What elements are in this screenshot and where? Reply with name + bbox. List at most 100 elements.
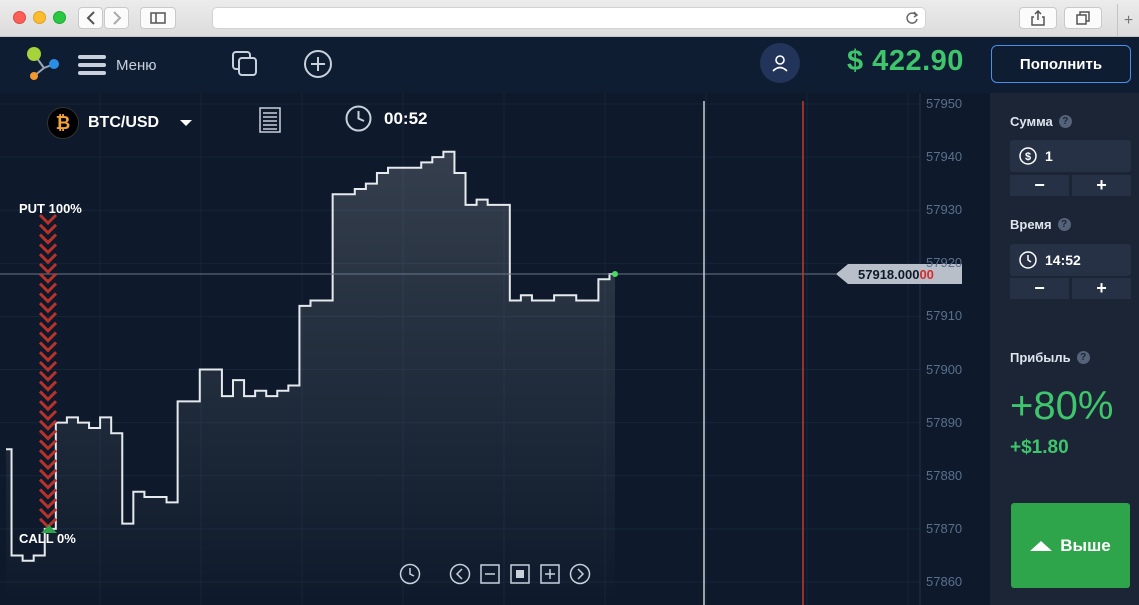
reset-zoom-button[interactable] [509, 563, 531, 585]
time-value: 14:52 [1045, 252, 1081, 268]
new-tab-icon: + [1123, 11, 1134, 29]
profit-amount: +$1.80 [1010, 437, 1069, 458]
minimize-window-button[interactable] [33, 11, 46, 24]
sentiment-chevron [38, 478, 58, 490]
clock-icon [1019, 251, 1037, 269]
user-avatar[interactable] [760, 43, 800, 83]
hamburger-icon [78, 55, 106, 75]
sentiment-chevron [38, 302, 58, 314]
share-button[interactable] [1019, 7, 1057, 29]
y-axis-tick-label: 57920 [926, 255, 963, 271]
sentiment-chevron [38, 272, 58, 284]
y-axis-tick-label: 57950 [926, 96, 963, 111]
trade-panel: Сумма ? $ 1 − + Время ? 14:52 − + Прибыл… [990, 93, 1139, 605]
expiry-timer: 00:52 [345, 105, 427, 132]
forward-button[interactable] [104, 7, 129, 29]
sentiment-chevron [38, 321, 58, 333]
sentiment-chevron [38, 458, 58, 471]
help-icon[interactable]: ? [1058, 115, 1072, 128]
sentiment-chevron [38, 507, 58, 520]
put-percentage: PUT 100% [19, 201, 82, 216]
sentiment-chevron [38, 419, 58, 431]
amount-increase-button[interactable]: + [1072, 175, 1131, 196]
sentiment-chevron [38, 253, 58, 265]
sidebar-icon [150, 12, 166, 24]
zoom-in-button[interactable] [539, 563, 561, 585]
minus-icon [480, 564, 500, 584]
sentiment-chevron [38, 449, 58, 461]
zoom-window-button[interactable] [53, 11, 66, 24]
current-price-value: 57918.000 [858, 267, 920, 282]
app-header: Меню $ 422.90 Пополнить [0, 37, 1139, 93]
amount-decrease-button[interactable]: − [1010, 175, 1069, 196]
document-icon[interactable] [259, 107, 281, 133]
sentiment-chevron [38, 439, 58, 451]
time-input[interactable]: 14:52 [1010, 244, 1131, 276]
account-balance: $ 422.90 [847, 45, 964, 77]
profit-percent: +80% [1010, 384, 1114, 428]
profit-label-row: Прибыль ? [1010, 350, 1090, 365]
current-price-dot [612, 270, 618, 277]
zoom-out-button[interactable] [479, 563, 501, 585]
y-axis-tick-label: 57930 [926, 202, 963, 218]
menu-button[interactable]: Меню [78, 53, 157, 77]
copy-trades-icon[interactable] [230, 49, 260, 79]
address-bar[interactable] [212, 7, 926, 29]
current-price-tag: 57918.00000 [836, 264, 962, 284]
sentiment-chevron [38, 331, 58, 343]
sentiment-chevron [38, 429, 58, 441]
call-percentage: CALL 0% [19, 531, 76, 546]
help-icon[interactable]: ? [1076, 351, 1090, 364]
time-increase-button[interactable]: + [1072, 278, 1131, 299]
asset-name: BTC/USD [88, 114, 160, 131]
sentiment-chevron [38, 282, 58, 294]
sentiment-chevron [38, 223, 58, 235]
y-axis-tick-label: 57880 [926, 467, 963, 483]
y-axis-tick-label: 57860 [926, 574, 963, 589]
sidebar-toggle-button[interactable] [140, 7, 176, 29]
back-button[interactable] [78, 7, 103, 29]
amount-input[interactable]: $ 1 [1010, 140, 1131, 172]
profit-label: Прибыль [1010, 350, 1071, 365]
back-icon [86, 11, 95, 25]
sentiment-chevron [38, 243, 58, 255]
higher-button[interactable]: Выше [1011, 503, 1130, 588]
close-window-button[interactable] [13, 11, 26, 24]
dollar-icon: $ [1019, 147, 1037, 165]
y-axis-tick-label: 57940 [926, 149, 963, 165]
scroll-left-button[interactable] [449, 563, 471, 585]
new-tab-button[interactable]: + [1117, 4, 1139, 37]
sentiment-chevron [38, 380, 58, 392]
browser-toolbar: + [0, 0, 1139, 37]
amount-label: Сумма [1010, 114, 1053, 129]
share-icon [1031, 10, 1045, 26]
timer-value: 00:52 [384, 108, 428, 128]
history-button[interactable] [399, 563, 421, 585]
time-decrease-button[interactable]: − [1010, 278, 1069, 299]
reload-icon[interactable] [905, 11, 919, 25]
price-line [6, 150, 615, 562]
tabs-button[interactable] [1064, 7, 1102, 29]
add-chart-icon[interactable] [303, 49, 333, 79]
sentiment-call-marker [41, 525, 57, 533]
sentiment-chevron [38, 370, 58, 382]
deposit-button[interactable]: Пополнить [991, 45, 1131, 83]
y-axis-tick-label: 57890 [926, 414, 963, 430]
tabs-icon [1076, 11, 1090, 25]
chart-controls [399, 563, 591, 585]
scroll-right-button[interactable] [569, 563, 591, 585]
sentiment-chevron [38, 488, 58, 500]
sentiment-chevron [38, 400, 58, 412]
sentiment-chevron [38, 292, 58, 304]
bitcoin-icon: ₿ [47, 107, 79, 139]
svg-text:$: $ [1025, 151, 1031, 163]
sentiment-chevron [38, 213, 58, 226]
sentiment-chevron [38, 233, 58, 245]
help-icon[interactable]: ? [1057, 218, 1071, 231]
logo-icon [27, 47, 59, 80]
chart-area[interactable]: ₿ BTC/USD 00:52 PUT 100% CALL 0% 57918.0… [0, 93, 990, 605]
sentiment-chevron [38, 360, 58, 373]
asset-selector[interactable]: ₿ BTC/USD [47, 107, 193, 139]
y-axis-tick-label: 57900 [926, 361, 963, 377]
price-chart[interactable] [0, 93, 990, 605]
